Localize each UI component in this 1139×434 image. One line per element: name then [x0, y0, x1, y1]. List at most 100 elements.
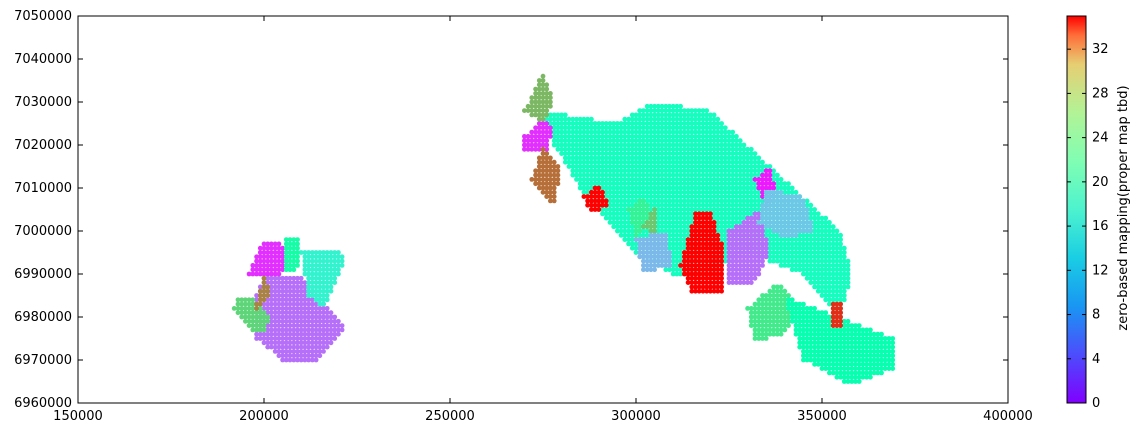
scatter-point — [827, 232, 832, 238]
scatter-point — [700, 258, 706, 264]
scatter-point — [265, 293, 271, 298]
scatter-point — [648, 151, 654, 157]
scatter-point — [663, 194, 669, 200]
scatter-point — [815, 232, 821, 238]
scatter-point — [708, 189, 713, 195]
plot-area — [78, 16, 1008, 403]
scatter-point — [589, 198, 594, 204]
scatter-point — [748, 202, 754, 208]
scatter-point — [849, 353, 855, 359]
scatter-point — [298, 293, 304, 298]
scatter-point — [585, 168, 590, 174]
scatter-point — [834, 366, 840, 371]
scatter-point — [726, 224, 732, 230]
scatter-point — [849, 379, 855, 384]
scatter-point — [886, 353, 892, 359]
scatter-point — [879, 344, 884, 350]
scatter-point — [789, 215, 795, 221]
region-3 — [254, 275, 271, 311]
scatter-point — [574, 146, 579, 152]
scatter-point — [819, 241, 825, 247]
scatter-point — [715, 185, 721, 191]
scatter-point — [272, 306, 278, 311]
scatter-point — [823, 340, 829, 346]
scatter-point — [302, 288, 308, 294]
scatter-point — [767, 288, 773, 294]
scatter-point — [756, 254, 762, 260]
scatter-point — [332, 318, 338, 324]
scatter-point — [696, 177, 702, 182]
scatter-point — [689, 138, 695, 144]
scatter-point — [752, 245, 758, 251]
scatter-point — [663, 103, 669, 109]
scatter-point — [726, 142, 732, 148]
scatter-point — [711, 121, 717, 126]
scatter-point — [719, 207, 724, 212]
scatter-point — [678, 129, 683, 135]
scatter-point — [670, 207, 676, 212]
scatter-point — [685, 241, 691, 247]
scatter-point — [641, 250, 646, 255]
scatter-point — [644, 103, 650, 109]
scatter-point — [756, 336, 762, 341]
scatter-point — [536, 95, 542, 101]
scatter-point — [719, 159, 724, 165]
scatter-point — [719, 194, 724, 200]
scatter-point — [801, 314, 806, 320]
scatter-point — [663, 172, 669, 178]
scatter-point — [830, 366, 836, 371]
scatter-point — [812, 275, 817, 281]
scatter-point — [670, 146, 676, 152]
scatter-point — [797, 263, 803, 268]
scatter-point — [782, 288, 788, 294]
scatter-point — [313, 340, 319, 346]
scatter-point — [782, 237, 788, 243]
scatter-point — [585, 151, 590, 157]
scatter-point — [529, 108, 535, 113]
scatter-point — [536, 112, 542, 118]
scatter-point — [540, 103, 546, 109]
scatter-point — [775, 220, 780, 225]
scatter-point — [700, 263, 706, 268]
scatter-point — [302, 318, 308, 324]
scatter-point — [306, 271, 311, 277]
scatter-point — [808, 224, 814, 230]
scatter-point — [767, 297, 773, 303]
scatter-point — [603, 198, 609, 204]
scatter-point — [611, 159, 617, 165]
scatter-point — [793, 314, 799, 320]
scatter-point — [317, 310, 323, 316]
scatter-point — [830, 250, 836, 255]
scatter-point — [782, 220, 788, 225]
scatter-point — [812, 327, 817, 333]
scatter-point — [295, 357, 300, 363]
scatter-point — [313, 267, 319, 273]
scatter-point — [700, 267, 706, 273]
scatter-point — [276, 323, 282, 328]
scatter-point — [287, 349, 293, 354]
scatter-point — [804, 263, 810, 268]
scatter-point — [562, 116, 568, 122]
scatter-point — [306, 340, 311, 346]
scatter-point — [797, 202, 803, 208]
scatter-point — [726, 189, 732, 195]
scatter-point — [726, 168, 732, 174]
scatter-point — [845, 340, 851, 346]
scatter-point — [756, 164, 762, 169]
scatter-point — [317, 297, 323, 303]
scatter-point — [689, 211, 695, 217]
scatter-point — [775, 297, 780, 303]
scatter-point — [730, 263, 736, 268]
scatter-point — [667, 220, 672, 225]
scatter-point — [708, 172, 713, 178]
scatter-point — [789, 237, 795, 243]
scatter-point — [838, 280, 843, 285]
scatter-point — [864, 349, 869, 354]
scatter-point — [711, 275, 717, 281]
scatter-point — [615, 185, 620, 191]
scatter-point — [752, 194, 758, 200]
scatter-point — [674, 211, 680, 217]
scatter-point — [306, 254, 311, 260]
scatter-point — [269, 297, 274, 303]
scatter-point — [328, 314, 334, 320]
